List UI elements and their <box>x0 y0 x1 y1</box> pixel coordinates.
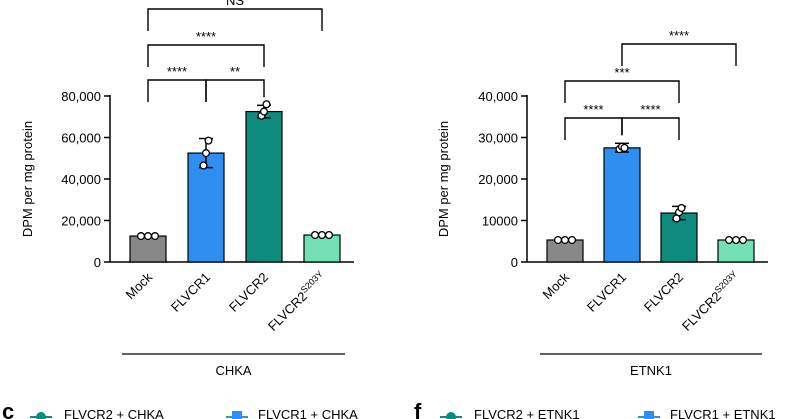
data-point <box>204 136 213 145</box>
legend-marker-square-icon <box>226 411 248 419</box>
x-tick-label: FLVCR2S203Y <box>678 269 743 334</box>
data-point <box>560 235 570 245</box>
significance-bracket: **** <box>621 102 680 140</box>
y-tick-label: 60,000 <box>61 131 101 146</box>
data-point <box>731 235 741 245</box>
data-point <box>324 230 334 240</box>
data-point <box>199 161 208 170</box>
significance-line <box>205 79 265 102</box>
y-tick-label: 0 <box>511 255 518 270</box>
panel-letter-c: c <box>2 399 14 419</box>
y-axis-label: DPM per mg protein <box>20 121 35 237</box>
significance-label: ** <box>230 64 240 79</box>
data-point <box>317 230 327 240</box>
significance-bracket: NS <box>147 0 323 31</box>
y-tick-label: 40,000 <box>478 89 518 104</box>
y-tick-label: 80,000 <box>61 89 101 104</box>
significance-bracket: **** <box>621 28 737 66</box>
data-point <box>262 100 271 109</box>
significance-label: **** <box>167 64 187 79</box>
data-point <box>620 143 629 152</box>
y-tick-label: 20,000 <box>478 172 518 187</box>
x-tick-label: FLVCR1 <box>584 270 629 315</box>
data-point <box>136 232 146 241</box>
data-point <box>567 235 577 245</box>
significance-label: **** <box>196 29 216 44</box>
group-label: CHKA <box>215 363 251 378</box>
significance-label: **** <box>669 28 689 43</box>
significance-label: **** <box>640 102 660 117</box>
y-tick-label: 30,000 <box>478 131 518 146</box>
significance-line <box>147 79 207 102</box>
significance-bracket: ** <box>205 64 265 102</box>
x-tick-label: FLVCR2 <box>226 270 271 315</box>
x-tick-label: FLVCR1 <box>168 270 213 315</box>
bar-flvcr2 <box>245 110 283 263</box>
significance-bracket: **** <box>564 102 623 140</box>
chart-etnk1: DPM per mg protein 0 10000 20,000 30,000 40,0… <box>436 28 768 378</box>
significance-line <box>147 8 323 31</box>
legend-marker-square-icon <box>638 411 660 419</box>
bar-mock <box>129 235 167 263</box>
data-point <box>553 235 563 245</box>
data-point <box>310 230 320 240</box>
chart-panels: DPM per mg protein 0 20,000 40,000 60,000 80,… <box>20 0 768 378</box>
y-tick-label: 0 <box>94 255 101 270</box>
bar-flvcr2-s203y <box>303 234 341 263</box>
significance-line <box>564 80 680 103</box>
data-point <box>724 235 734 245</box>
y-tick-label: 10000 <box>482 214 518 229</box>
data-point <box>738 235 748 245</box>
significance-line <box>564 117 623 140</box>
data-point <box>143 232 153 241</box>
significance-label: *** <box>614 65 629 80</box>
legend-label-flvcr1-etnk1: FLVCR1 + ETNK1 <box>670 407 776 419</box>
legend-label-flvcr2-etnk1: FLVCR2 + ETNK1 <box>474 407 580 419</box>
y-axis-label: DPM per mg protein <box>436 121 451 237</box>
x-tick-label: FLVCR2 <box>641 270 686 315</box>
x-tick-label: Mock <box>540 269 573 302</box>
bar-flvcr1 <box>187 152 225 263</box>
y-tick-label: 20,000 <box>61 214 101 229</box>
data-point <box>259 107 269 116</box>
significance-line <box>621 117 680 140</box>
panel-c-legend: c FLVCR2 + CHKA FLVCR1 + CHKA <box>2 399 358 419</box>
significance-label: NS <box>226 0 244 8</box>
chart-chka: DPM per mg protein 0 20,000 40,000 60,000 80,… <box>20 0 354 378</box>
significance-bracket: **** <box>147 64 207 102</box>
panel-f-legend: f FLVCR2 + ETNK1 FLVCR1 + ETNK1 <box>414 399 776 419</box>
bar-flvcr1 <box>603 147 641 263</box>
significance-line <box>147 44 265 67</box>
significance-label: **** <box>583 102 603 117</box>
data-point <box>677 204 686 213</box>
panel-letter-f: f <box>414 399 422 419</box>
group-label: ETNK1 <box>630 363 672 378</box>
significance-bracket: *** <box>564 65 680 103</box>
significance-line <box>621 43 737 66</box>
legend-label-flvcr2-chka: FLVCR2 + CHKA <box>64 407 164 419</box>
data-point <box>150 232 160 241</box>
data-point <box>201 149 211 158</box>
legend-marker-circle-icon <box>440 412 462 419</box>
legend-label-flvcr1-chka: FLVCR1 + CHKA <box>258 407 358 419</box>
x-tick-label: FLVCR2S203Y <box>264 269 329 334</box>
x-tick-label: Mock <box>123 269 156 302</box>
significance-bracket: **** <box>147 29 265 67</box>
legend-marker-circle-icon <box>30 412 52 419</box>
y-tick-label: 40,000 <box>61 172 101 187</box>
